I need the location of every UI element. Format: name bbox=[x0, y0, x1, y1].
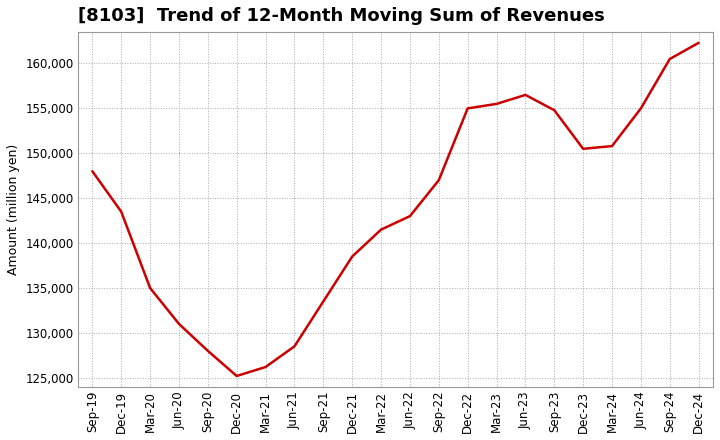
Y-axis label: Amount (million yen): Amount (million yen) bbox=[7, 144, 20, 275]
Text: [8103]  Trend of 12-Month Moving Sum of Revenues: [8103] Trend of 12-Month Moving Sum of R… bbox=[78, 7, 605, 25]
